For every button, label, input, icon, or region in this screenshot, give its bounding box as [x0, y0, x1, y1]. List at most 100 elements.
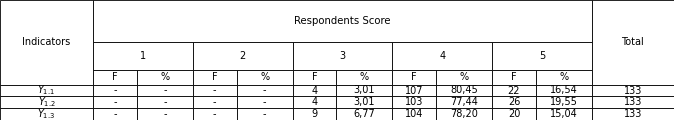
Bar [492, 70, 536, 85]
Text: 78,20: 78,20 [450, 109, 478, 119]
Bar [93, 85, 137, 96]
Bar [293, 42, 392, 70]
Text: %: % [460, 72, 468, 82]
Bar [237, 108, 293, 120]
Text: -: - [213, 85, 216, 96]
Bar [237, 96, 293, 108]
Text: 103: 103 [405, 97, 423, 107]
Bar [336, 70, 392, 85]
Text: -: - [113, 109, 117, 119]
Bar [492, 96, 536, 108]
Bar [137, 96, 193, 108]
Text: -: - [263, 109, 266, 119]
Text: 19,55: 19,55 [550, 97, 578, 107]
Text: 16,54: 16,54 [550, 85, 578, 96]
Bar [193, 70, 237, 85]
Bar [293, 108, 336, 120]
Bar [0, 96, 93, 108]
Text: 15,04: 15,04 [550, 109, 578, 119]
Bar [293, 70, 336, 85]
Text: $Y_{1.3}$: $Y_{1.3}$ [37, 107, 56, 120]
Text: F: F [212, 72, 218, 82]
Text: 104: 104 [405, 109, 423, 119]
Bar [237, 70, 293, 85]
Bar [536, 70, 592, 85]
Bar [392, 96, 436, 108]
Bar [293, 96, 336, 108]
Text: 3,01: 3,01 [354, 97, 375, 107]
Bar [436, 85, 492, 96]
Text: -: - [113, 85, 117, 96]
Bar [492, 42, 592, 70]
Bar [0, 85, 93, 96]
Text: 77,44: 77,44 [450, 97, 478, 107]
Text: 20: 20 [508, 109, 520, 119]
Text: -: - [163, 109, 166, 119]
Bar [592, 85, 674, 96]
Bar [336, 85, 392, 96]
Bar [436, 70, 492, 85]
Text: 1: 1 [140, 51, 146, 61]
Text: 9: 9 [311, 109, 317, 119]
Bar [137, 70, 193, 85]
Text: -: - [163, 97, 166, 107]
Bar [93, 70, 137, 85]
Bar [492, 108, 536, 120]
Text: Respondents Score: Respondents Score [294, 16, 391, 26]
Text: 80,45: 80,45 [450, 85, 478, 96]
Text: 4: 4 [311, 85, 317, 96]
Bar [0, 0, 93, 85]
Bar [592, 108, 674, 120]
Bar [0, 108, 93, 120]
Text: $Y_{1.2}$: $Y_{1.2}$ [38, 95, 55, 109]
Text: F: F [311, 72, 317, 82]
Text: %: % [160, 72, 169, 82]
Text: 26: 26 [508, 97, 520, 107]
Text: %: % [360, 72, 369, 82]
Text: Indicators: Indicators [22, 37, 71, 47]
Text: 133: 133 [623, 109, 642, 119]
Bar [137, 85, 193, 96]
Bar [336, 96, 392, 108]
Bar [492, 85, 536, 96]
Text: 133: 133 [623, 97, 642, 107]
Text: 133: 133 [623, 85, 642, 96]
Text: 107: 107 [405, 85, 423, 96]
Text: %: % [260, 72, 269, 82]
Bar [592, 96, 674, 108]
Bar [436, 108, 492, 120]
Text: F: F [511, 72, 517, 82]
Bar [193, 42, 293, 70]
Text: -: - [213, 109, 216, 119]
Bar [93, 42, 193, 70]
Bar [193, 85, 237, 96]
Text: $Y_{1.1}$: $Y_{1.1}$ [38, 84, 55, 97]
Bar [336, 108, 392, 120]
Bar [137, 108, 193, 120]
Text: -: - [113, 97, 117, 107]
Bar [592, 0, 674, 85]
Text: 5: 5 [539, 51, 545, 61]
Text: 4: 4 [311, 97, 317, 107]
Bar [536, 85, 592, 96]
Bar [392, 70, 436, 85]
Text: 22: 22 [508, 85, 520, 96]
Text: -: - [163, 85, 166, 96]
Bar [93, 108, 137, 120]
Text: 3: 3 [339, 51, 346, 61]
Bar [293, 85, 336, 96]
Bar [392, 42, 492, 70]
Text: 4: 4 [439, 51, 446, 61]
Bar [93, 96, 137, 108]
Text: F: F [112, 72, 118, 82]
Text: -: - [263, 97, 266, 107]
Bar [436, 96, 492, 108]
Bar [536, 108, 592, 120]
Bar [193, 108, 237, 120]
Text: F: F [411, 72, 417, 82]
Text: Total: Total [621, 37, 644, 47]
Bar [392, 108, 436, 120]
Bar [536, 96, 592, 108]
Text: 2: 2 [239, 51, 246, 61]
Text: %: % [559, 72, 568, 82]
